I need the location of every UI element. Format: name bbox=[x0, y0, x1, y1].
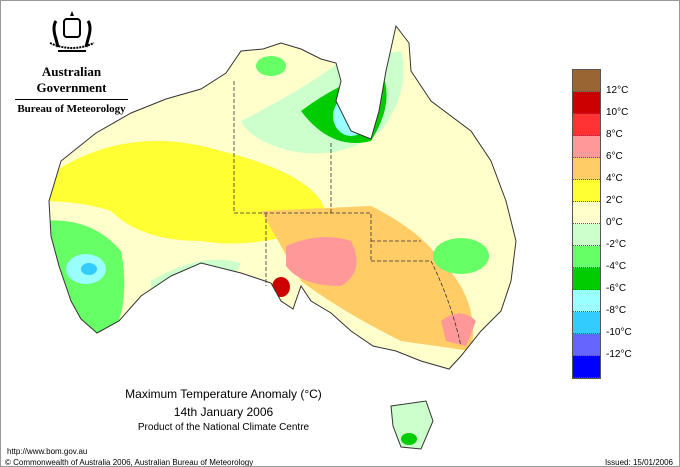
legend-label: 10°C bbox=[606, 107, 629, 118]
legend-band bbox=[573, 114, 600, 136]
legend-band bbox=[573, 180, 600, 202]
bureau-name: Bureau of Meteorology bbox=[17, 103, 126, 115]
legend-label: -4°C bbox=[606, 261, 627, 272]
legend-label: -12°C bbox=[606, 349, 632, 360]
legend-band bbox=[573, 70, 600, 92]
legend-band bbox=[573, 246, 600, 268]
zone-10-12 bbox=[272, 277, 290, 297]
legend-label: -6°C bbox=[606, 283, 627, 294]
zone-neg4-topend bbox=[256, 56, 286, 76]
legend-label: -2°C bbox=[606, 239, 627, 250]
coat-of-arms-icon bbox=[49, 11, 94, 52]
legend-label: 12°C bbox=[606, 85, 629, 96]
zone-neg6-tas bbox=[401, 433, 417, 445]
legend-band bbox=[573, 290, 600, 312]
legend-label: 8°C bbox=[606, 129, 623, 140]
legend-band bbox=[573, 356, 600, 378]
zone-6-8 bbox=[286, 237, 357, 286]
state-borders bbox=[233, 81, 462, 347]
australia-anomaly-map bbox=[48, 25, 517, 450]
legend-label: 0°C bbox=[606, 217, 623, 228]
legend-band bbox=[573, 224, 600, 246]
legend-band bbox=[573, 268, 600, 290]
bom-logo: Australian Government Bureau of Meteorol… bbox=[9, 9, 134, 115]
map-title: Maximum Temperature Anomaly (°C) bbox=[125, 387, 322, 401]
footer-issued: Issued: 15/01/2006 bbox=[604, 458, 673, 467]
legend-band bbox=[573, 136, 600, 158]
zone-neg10-sw bbox=[81, 263, 97, 275]
legend-label: -10°C bbox=[606, 327, 632, 338]
zone-2-4 bbox=[49, 141, 331, 244]
legend-band bbox=[573, 92, 600, 114]
footer-copyright: © Commonwealth of Australia 2006, Austra… bbox=[5, 458, 254, 467]
zone-6-8-se bbox=[441, 313, 476, 346]
legend-label: -8°C bbox=[606, 305, 627, 316]
divider bbox=[15, 99, 128, 100]
government-name: Australian Government bbox=[36, 64, 107, 95]
legend-label: 6°C bbox=[606, 151, 623, 162]
zone-neg4-east bbox=[433, 238, 489, 274]
map-product: Product of the National Climate Centre bbox=[137, 422, 310, 433]
color-legend bbox=[572, 69, 601, 379]
footer-url[interactable]: http://www.bom.gov.au bbox=[7, 447, 88, 456]
legend-label: 4°C bbox=[606, 173, 623, 184]
legend-band bbox=[573, 334, 600, 356]
legend-band bbox=[573, 312, 600, 334]
legend-label: 2°C bbox=[606, 195, 623, 206]
legend-band bbox=[573, 202, 600, 224]
legend-band bbox=[573, 158, 600, 180]
map-date: 14th January 2006 bbox=[173, 405, 274, 419]
